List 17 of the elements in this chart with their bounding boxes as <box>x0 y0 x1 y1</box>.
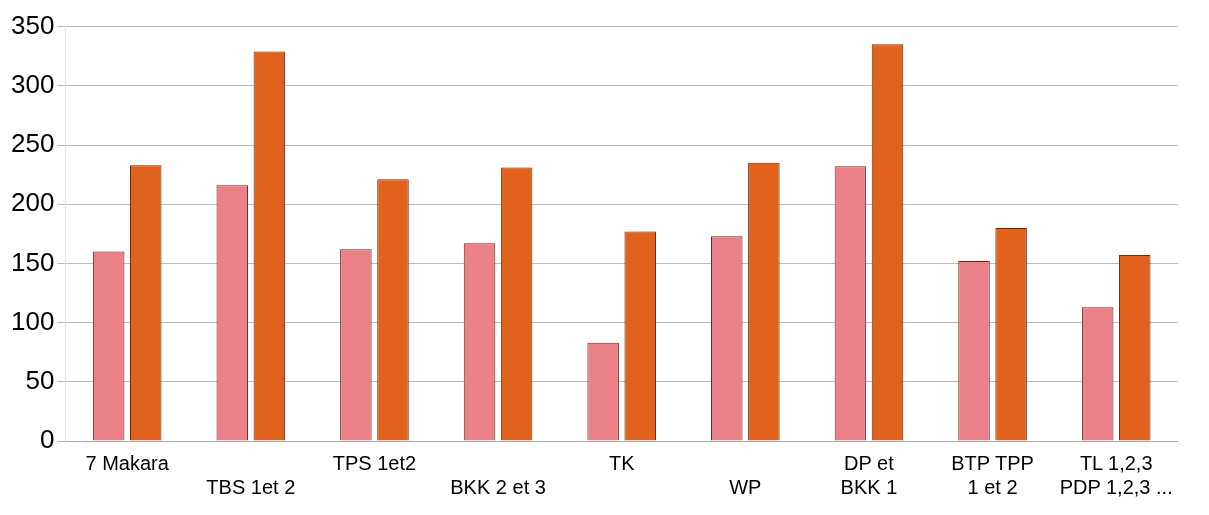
x-tick-label: TPS 1et2 <box>332 451 417 474</box>
x-tick-label: BKK 2 et 3 <box>450 475 546 498</box>
y-tick-label: 0 <box>39 424 55 455</box>
x-tick-label: TBS 1et 2 <box>206 475 296 498</box>
y-tick-label: 350 <box>10 9 55 40</box>
x-tick-label: TL 1,2,3 PDP 1,2,3 ... <box>1059 451 1173 498</box>
x-tick-label: BTP TPP 1 et 2 <box>951 451 1034 498</box>
x-tick-label: 7 Makara <box>85 451 170 474</box>
x-tick-label: WP <box>729 475 762 498</box>
x-tick-label: TK <box>608 451 636 474</box>
y-tick-label: 150 <box>10 246 55 277</box>
y-tick-label: 200 <box>10 187 55 218</box>
y-tick-label: 50 <box>25 364 55 395</box>
x-tick-label: DP et BKK 1 <box>840 451 898 498</box>
y-tick-label: 300 <box>10 68 55 99</box>
y-tick-label: 250 <box>10 128 55 159</box>
y-tick-label: 100 <box>10 305 55 336</box>
